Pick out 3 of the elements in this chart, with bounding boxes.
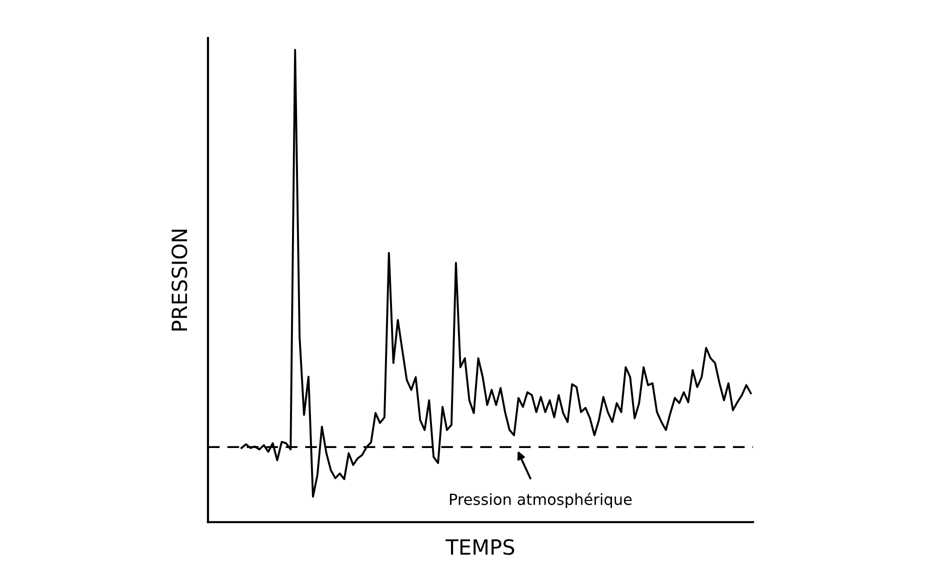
annotation: Pression atmosphérique bbox=[450, 492, 632, 508]
y-axis-title: PRESSION bbox=[172, 230, 188, 330]
x-axis-title: TEMPS bbox=[446, 539, 514, 555]
